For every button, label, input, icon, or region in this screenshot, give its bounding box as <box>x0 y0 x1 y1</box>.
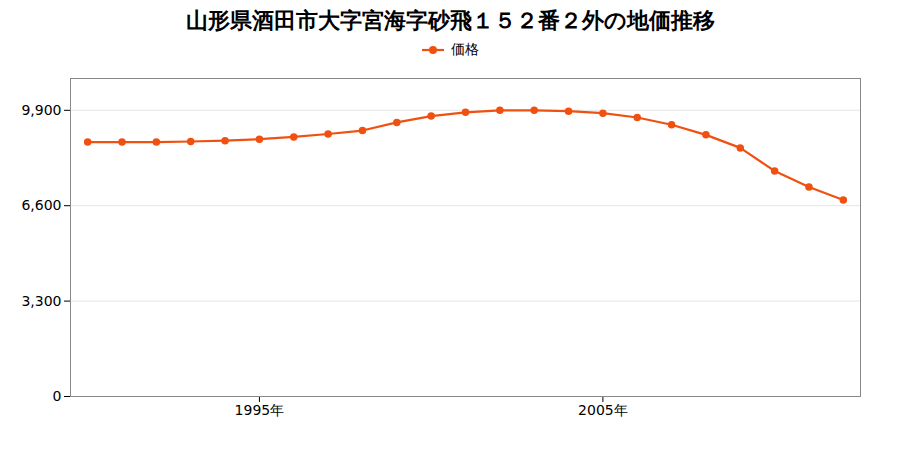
svg-text:3,300: 3,300 <box>21 293 61 309</box>
svg-text:0: 0 <box>53 388 62 404</box>
html-text:山形県酒田市大字宮海字砂飛１５２番２外の地価推移: 山形県酒田市大字宮海字砂飛１５２番２外の地価推移 <box>185 8 715 33</box>
html-text:価格: 価格 <box>451 41 479 57</box>
svg-text:6,600: 6,600 <box>21 197 61 213</box>
svg-text:9,900: 9,900 <box>21 102 61 118</box>
svg-text:1995年: 1995年 <box>235 402 285 418</box>
svg-text:2005年: 2005年 <box>578 402 628 418</box>
